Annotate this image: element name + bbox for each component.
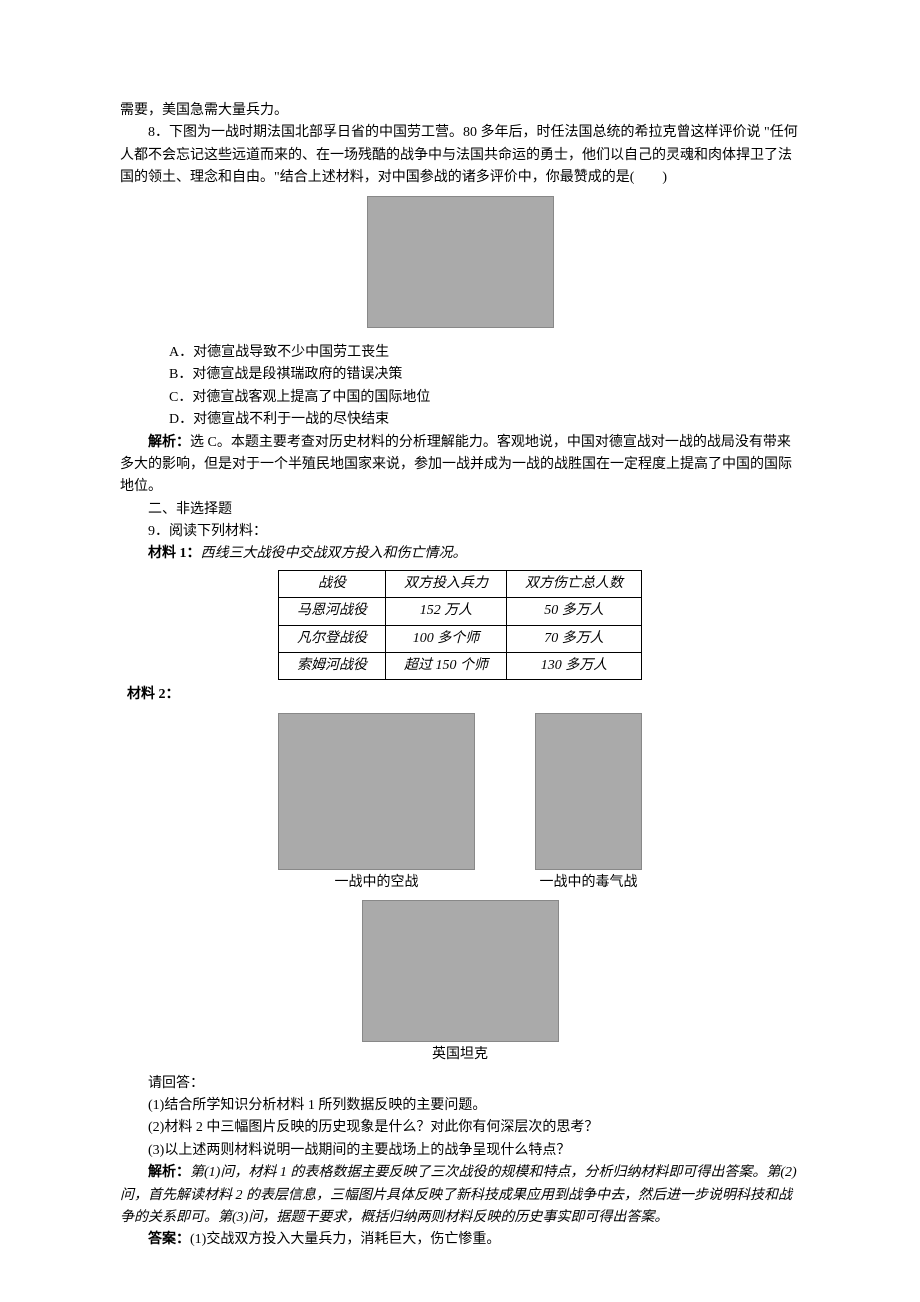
- table-cell: 索姆河战役: [279, 653, 386, 680]
- table-header: 双方投入兵力: [386, 570, 507, 597]
- q9-analysis-text: 第(1)问，材料 1 的表格数据主要反映了三次战役的规模和特点，分析归纳材料即可…: [120, 1165, 797, 1225]
- table-header-row: 战役 双方投入兵力 双方伤亡总人数: [279, 570, 642, 597]
- q9-air-caption: 一战中的空战: [335, 872, 419, 894]
- q8-option-b: B．对德宣战是段祺瑞政府的错误决策: [120, 364, 800, 386]
- q9-m1-label: 材料 1：: [148, 546, 201, 561]
- q9-gas-col: 一战中的毒气战: [535, 713, 642, 894]
- q8-analysis-label: 解析：: [148, 435, 190, 450]
- q9-table: 战役 双方投入兵力 双方伤亡总人数 马恩河战役 152 万人 50 多万人 凡尔…: [278, 570, 642, 681]
- q9-sub1: (1)结合所学知识分析材料 1 所列数据反映的主要问题。: [120, 1095, 800, 1117]
- q8-image: [367, 196, 554, 328]
- q9-analysis: 解析：第(1)问，材料 1 的表格数据主要反映了三次战役的规模和特点，分析归纳材…: [120, 1162, 800, 1229]
- q9-material1: 材料 1：西线三大战役中交战双方投入和伤亡情况。: [120, 543, 800, 565]
- q8-option-a: A．对德宣战导致不少中国劳工丧生: [120, 342, 800, 364]
- page: 需要，美国急需大量兵力。 8．下图为一战时期法国北部孚日省的中国劳工营。80 多…: [0, 0, 920, 1302]
- q9-air-image: [278, 713, 475, 870]
- q9-analysis-label: 解析：: [148, 1165, 190, 1180]
- q9-tank-image: [362, 900, 559, 1042]
- q8-option-d: D．对德宣战不利于一战的尽快结束: [120, 409, 800, 431]
- q8-analysis-text: 选 C。本题主要考查对历史材料的分析理解能力。客观地说，中国对德宣战对一战的战局…: [120, 435, 792, 495]
- table-cell: 50 多万人: [507, 598, 642, 625]
- table-row: 马恩河战役 152 万人 50 多万人: [279, 598, 642, 625]
- q9-answer-label: 答案：: [148, 1232, 190, 1247]
- table-cell: 70 多万人: [507, 625, 642, 652]
- section-2-heading: 二、非选择题: [120, 499, 800, 521]
- q9-sub3: (3)以上述两则材料说明一战期间的主要战场上的战争呈现什么特点？: [120, 1140, 800, 1162]
- q9-sub2: (2)材料 2 中三幅图片反映的历史现象是什么？对此你有何深层次的思考？: [120, 1117, 800, 1139]
- q9-image-row-2: 英国坦克: [120, 900, 800, 1066]
- table-cell: 凡尔登战役: [279, 625, 386, 652]
- table-cell: 超过 150 个师: [386, 653, 507, 680]
- q9-answer: 答案：(1)交战双方投入大量兵力，消耗巨大，伤亡惨重。: [120, 1229, 800, 1251]
- table-cell: 130 多万人: [507, 653, 642, 680]
- q9-ask: 请回答：: [120, 1073, 800, 1095]
- q8-image-block: [120, 196, 800, 336]
- table-cell: 100 多个师: [386, 625, 507, 652]
- q9-m1-text: 西线三大战役中交战双方投入和伤亡情况。: [201, 546, 467, 561]
- q9-image-row-1: 一战中的空战 一战中的毒气战: [120, 713, 800, 894]
- q9-answer-text: (1)交战双方投入大量兵力，消耗巨大，伤亡惨重。: [190, 1232, 500, 1247]
- q9-material2-label: 材料 2：: [120, 684, 800, 706]
- q9-stem: 9．阅读下列材料：: [120, 521, 800, 543]
- table-header: 双方伤亡总人数: [507, 570, 642, 597]
- table-cell: 马恩河战役: [279, 598, 386, 625]
- table-cell: 152 万人: [386, 598, 507, 625]
- q8-stem: 8．下图为一战时期法国北部孚日省的中国劳工营。80 多年后，时任法国总统的希拉克…: [120, 122, 800, 189]
- q9-gas-image: [535, 713, 642, 870]
- table-header: 战役: [279, 570, 386, 597]
- q9-gas-caption: 一战中的毒气战: [540, 872, 638, 894]
- q8-option-c: C．对德宣战客观上提高了中国的国际地位: [120, 387, 800, 409]
- q9-tank-caption: 英国坦克: [432, 1044, 488, 1066]
- top-continuation: 需要，美国急需大量兵力。: [120, 100, 800, 122]
- q9-air-col: 一战中的空战: [278, 713, 475, 894]
- q8-analysis: 解析：选 C。本题主要考查对历史材料的分析理解能力。客观地说，中国对德宣战对一战…: [120, 432, 800, 499]
- table-row: 索姆河战役 超过 150 个师 130 多万人: [279, 653, 642, 680]
- table-row: 凡尔登战役 100 多个师 70 多万人: [279, 625, 642, 652]
